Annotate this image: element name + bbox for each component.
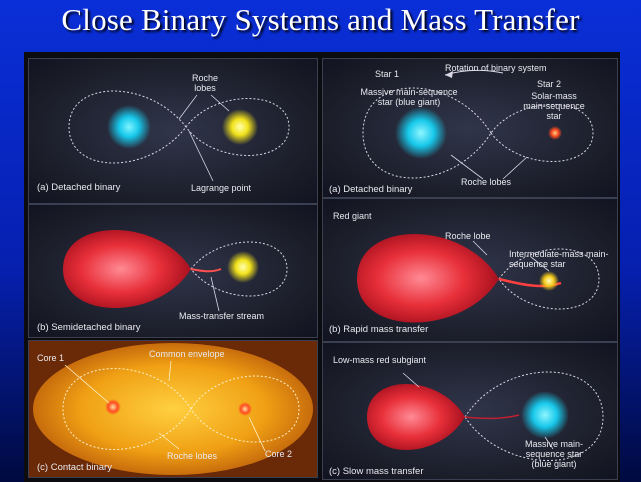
red-giant-label: Red giant — [333, 211, 372, 221]
right-panel-detached: Star 1 Rotation of binary system Star 2 … — [322, 58, 618, 198]
left-panel-semidetached: Mass-transfer stream (b) Semidetached bi… — [28, 204, 318, 338]
roche-lobes-label: Roche lobes — [167, 451, 218, 461]
left-semidetached-diagram — [63, 230, 288, 312]
lagrange-point-label: Lagrange point — [191, 183, 252, 193]
roche-lobe-outline — [68, 90, 290, 164]
caption-rapid-mass-transfer: (b) Rapid mass transfer — [329, 324, 429, 335]
slide-title: Close Binary Systems and Mass Transfer — [61, 2, 580, 37]
left-detached-diagram — [68, 90, 290, 182]
roche-lobe-label: Roche lobe — [445, 231, 491, 241]
yellow-star — [222, 109, 258, 145]
common-envelope — [33, 343, 313, 475]
caption-contact-binary: (c) Contact binary — [37, 462, 112, 473]
core-2 — [238, 402, 252, 416]
solar-mass-star-label: Solar-mass main-sequence star — [523, 91, 585, 121]
yellow-star — [227, 251, 259, 283]
blue-giant-star — [521, 391, 569, 439]
left-panel-detached: Roche lobes (a) Detached binary Lagrange… — [28, 58, 318, 204]
subgiant-filled-lobe — [367, 384, 465, 450]
common-envelope-label: Common envelope — [149, 349, 225, 359]
intermediate-mass-star — [539, 271, 559, 291]
right-detached-diagram — [362, 69, 594, 180]
right-panel-rapid-transfer: Red giant Roche lobe Intermediate-mass m… — [322, 198, 618, 342]
companion-roche-lobe — [498, 248, 600, 310]
massive-star-label: Massive main-sequence star (blue giant) — [524, 439, 583, 469]
mass-transfer-stream — [464, 414, 520, 420]
red-giant-filled-lobe — [357, 234, 499, 323]
mass-transfer-stream — [190, 268, 222, 273]
left-contact-diagram — [33, 343, 313, 475]
companion-roche-lobe — [190, 241, 288, 297]
caption-semidetached-binary: (b) Semidetached binary — [37, 322, 141, 333]
roche-lobes-label: Roche lobes — [191, 73, 218, 93]
massive-star-label: Massive main-sequence star (blue giant) — [360, 87, 458, 107]
low-mass-subgiant-label: Low-mass red subgiant — [333, 355, 427, 365]
red-giant-filled-lobe — [63, 230, 191, 308]
blue-giant-star — [395, 107, 447, 159]
star-2-label: Star 2 — [537, 79, 562, 89]
intermediate-star-label: Intermediate-mass main-sequence star — [509, 249, 609, 269]
core-1-label: Core 1 — [37, 353, 65, 363]
rotation-label: Rotation of binary system — [445, 63, 547, 73]
mass-transfer-stream-label: Mass-transfer stream — [179, 311, 265, 321]
caption-slow-mass-transfer: (c) Slow mass transfer — [329, 466, 424, 477]
caption-detached-binary: (a) Detached binary — [37, 182, 121, 193]
solar-mass-star — [548, 126, 562, 140]
roche-lobes-label: Roche lobes — [461, 177, 512, 187]
right-slow-transfer-diagram — [367, 371, 604, 461]
left-panel-contact: Core 1 Common envelope Roche lobes Core … — [28, 340, 318, 478]
caption-detached-binary: (a) Detached binary — [329, 184, 413, 195]
roche-lobe-outline — [62, 368, 300, 450]
right-panel-slow-transfer: Low-mass red subgiant Massive main-seque… — [322, 342, 618, 480]
right-rapid-transfer-diagram — [357, 234, 600, 323]
core-2-label: Core 2 — [265, 449, 293, 459]
blue-star — [107, 105, 151, 149]
binary-systems-figure: Roche lobes (a) Detached binary Lagrange… — [24, 52, 620, 482]
star-1-label: Star 1 — [375, 69, 400, 79]
roche-lobe-outline — [362, 87, 594, 179]
